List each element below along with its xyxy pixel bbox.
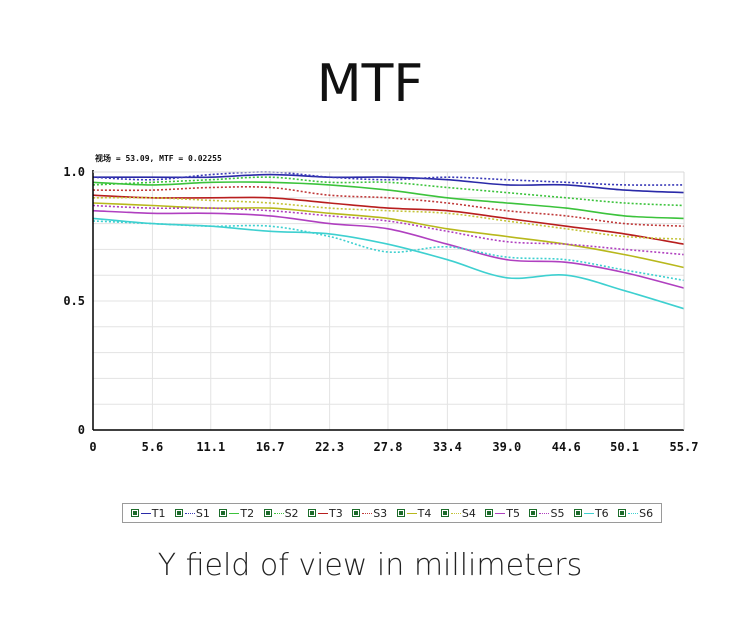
series-line-s2 xyxy=(92,176,685,207)
legend-label: T6 xyxy=(594,506,609,520)
series-line-s3 xyxy=(92,186,685,227)
mtf-chart: 0 5.6 11.1 16.7 22.3 27.8 33.4 39.0 44.6 50.1 55.7… xyxy=(63,153,698,454)
series-line-t3 xyxy=(92,194,685,245)
chart-legend: T1 S1 T2 S2 T3 S3 T4 S4 T5 S5 T6 S6 xyxy=(122,503,662,523)
legend-item-t1[interactable]: T1 xyxy=(130,506,166,520)
legend-checkbox-icon[interactable] xyxy=(529,509,538,517)
x-axis-label: Y field of view in millimeters xyxy=(157,548,583,583)
cursor-annotation: 视场 = 53.09, MTF = 0.02255 xyxy=(95,153,222,163)
legend-swatch xyxy=(273,512,284,514)
series-line-s5 xyxy=(92,204,685,256)
legend-checkbox-icon[interactable] xyxy=(440,509,449,517)
x-tick-label: 16.7 xyxy=(256,440,285,454)
legend-checkbox-icon[interactable] xyxy=(573,509,582,517)
legend-label: S1 xyxy=(195,506,210,520)
legend-label: T2 xyxy=(240,506,255,520)
legend-item-t4[interactable]: T4 xyxy=(396,506,432,520)
x-tick-label: 55.7 xyxy=(670,440,699,454)
legend-checkbox-icon[interactable] xyxy=(352,509,361,517)
legend-item-t6[interactable]: T6 xyxy=(573,506,609,520)
legend-label: T1 xyxy=(151,506,166,520)
series-line-t5 xyxy=(92,209,685,289)
legend-item-t2[interactable]: T2 xyxy=(219,507,254,520)
legend-label: T4 xyxy=(417,506,432,520)
legend-checkbox-icon[interactable] xyxy=(130,509,139,517)
legend-item-t5[interactable]: T5 xyxy=(485,507,520,520)
y-tick-label: 0 xyxy=(78,423,85,437)
legend-item-s1[interactable]: S1 xyxy=(174,506,210,520)
x-tick-label: 11.1 xyxy=(196,440,225,454)
x-tick-label: 5.6 xyxy=(142,440,164,454)
legend-swatch xyxy=(318,512,329,514)
legend-checkbox-icon[interactable] xyxy=(308,509,317,517)
legend-label: S2 xyxy=(284,506,299,520)
series-line-s4 xyxy=(92,196,685,240)
x-tick-label: 33.4 xyxy=(433,440,462,454)
page-title: MTF xyxy=(316,54,424,114)
legend-label: S6 xyxy=(639,506,654,520)
legend-item-s2[interactable]: S2 xyxy=(263,506,299,520)
chart-axes xyxy=(92,170,685,431)
chart-grid xyxy=(93,172,685,430)
legend-swatch xyxy=(362,512,373,514)
chart-series xyxy=(92,171,685,310)
legend-checkbox-icon[interactable] xyxy=(485,509,494,517)
legend-checkbox-icon[interactable] xyxy=(396,509,405,517)
legend-swatch xyxy=(229,512,240,514)
legend-label: S5 xyxy=(550,506,565,520)
legend-checkbox-icon[interactable] xyxy=(263,509,272,517)
legend-swatch xyxy=(140,512,151,514)
x-tick-label: 50.1 xyxy=(610,440,639,454)
legend-swatch xyxy=(450,512,461,514)
chart-ticks: 0 5.6 11.1 16.7 22.3 27.8 33.4 39.0 44.6 50.1 55.7… xyxy=(63,165,698,454)
legend-swatch xyxy=(184,512,195,514)
x-tick-label: 22.3 xyxy=(315,440,344,454)
x-tick-label: 44.6 xyxy=(552,440,581,454)
legend-swatch xyxy=(406,512,417,514)
x-tick-label: 27.8 xyxy=(374,440,403,454)
legend-label: T5 xyxy=(506,506,521,520)
legend-checkbox-icon[interactable] xyxy=(219,509,228,517)
legend-swatch xyxy=(628,512,639,514)
legend-item-s4[interactable]: S4 xyxy=(440,506,476,520)
legend-swatch xyxy=(583,512,594,514)
x-tick-label: 0 xyxy=(89,440,96,454)
legend-item-t3[interactable]: T3 xyxy=(308,507,343,520)
y-tick-label: 0.5 xyxy=(63,294,85,308)
y-tick-label: 1.0 xyxy=(63,165,85,179)
series-line-s6 xyxy=(92,220,685,282)
legend-label: S4 xyxy=(461,506,476,520)
legend-item-s6[interactable]: S6 xyxy=(618,507,653,520)
legend-checkbox-icon[interactable] xyxy=(174,509,183,517)
legend-label: S3 xyxy=(373,506,388,520)
legend-item-s5[interactable]: S5 xyxy=(529,507,564,520)
legend-swatch xyxy=(539,512,550,514)
series-line-t6 xyxy=(92,217,685,310)
legend-item-s3[interactable]: S3 xyxy=(352,507,387,520)
series-line-t2 xyxy=(92,181,685,220)
x-tick-label: 39.0 xyxy=(492,440,521,454)
series-line-s1 xyxy=(92,171,685,186)
legend-checkbox-icon[interactable] xyxy=(618,509,627,517)
series-line-t1 xyxy=(93,173,685,194)
legend-label: T3 xyxy=(329,506,343,520)
legend-swatch xyxy=(495,512,506,514)
